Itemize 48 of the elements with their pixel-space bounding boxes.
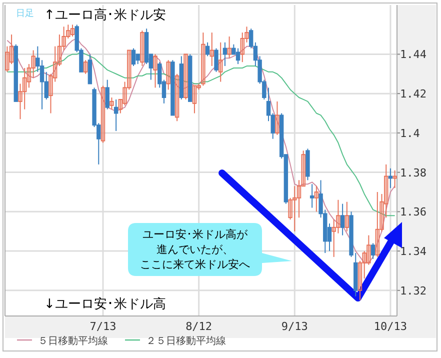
candlestick (70, 24, 75, 37)
candlestick (192, 85, 197, 114)
candlestick (344, 201, 350, 232)
annotation: ユーロ安･米ドル高が進んでいたが、ここに来て米ドル安へ (140, 228, 250, 271)
y-tick-label: 1.4 (400, 126, 420, 140)
candlestick (88, 54, 92, 84)
candlestick (227, 36, 232, 59)
y-tick-label: 1.44 (400, 48, 427, 62)
candlestick (140, 30, 144, 67)
x-tick-label: 8/12 (186, 320, 212, 333)
y-tick-label: 1.42 (400, 88, 426, 101)
candlestick (114, 98, 118, 132)
candlestick (340, 203, 345, 236)
y-tick-label: 1.38 (400, 166, 426, 180)
candlestick (153, 54, 158, 88)
y-tick-label: 1.34 (400, 245, 427, 258)
candlestick (205, 42, 210, 57)
y-tick-label: 1.36 (400, 206, 426, 219)
candlestick (110, 97, 114, 110)
annotation: ↑ユーロ高･米ドル安 (44, 7, 166, 23)
candlestick (310, 184, 314, 208)
annotation: ↓ユーロ安･米ドル高 (44, 296, 166, 312)
candlestick (83, 60, 88, 74)
candlestick (184, 54, 188, 100)
candlestick (388, 168, 393, 189)
candlestick (275, 100, 280, 136)
candlestick (40, 60, 44, 110)
candlestick (370, 242, 376, 260)
candlestick (131, 48, 136, 67)
x-tick-label: 7/13 (90, 320, 116, 333)
candlestick (166, 60, 170, 90)
candlestick (222, 42, 228, 67)
candlestick (392, 170, 397, 189)
candlestick (100, 85, 106, 144)
candlestick (214, 48, 218, 72)
x-tick-label: 9/13 (281, 320, 308, 333)
y-tick-label: 1.32 (400, 284, 426, 298)
legend-label: ２５日移動平均線 (146, 335, 226, 347)
legend-label: ５日移動平均線 (38, 335, 108, 347)
candlestick (236, 48, 240, 65)
candlestick (105, 79, 110, 110)
x-tick-label: 10/13 (374, 320, 408, 333)
candlestick (210, 32, 214, 67)
candlestick (174, 73, 180, 122)
candlestick (136, 54, 140, 65)
annotation: 日足 (16, 8, 34, 19)
candlestick (314, 186, 319, 212)
candlestick (218, 42, 223, 82)
